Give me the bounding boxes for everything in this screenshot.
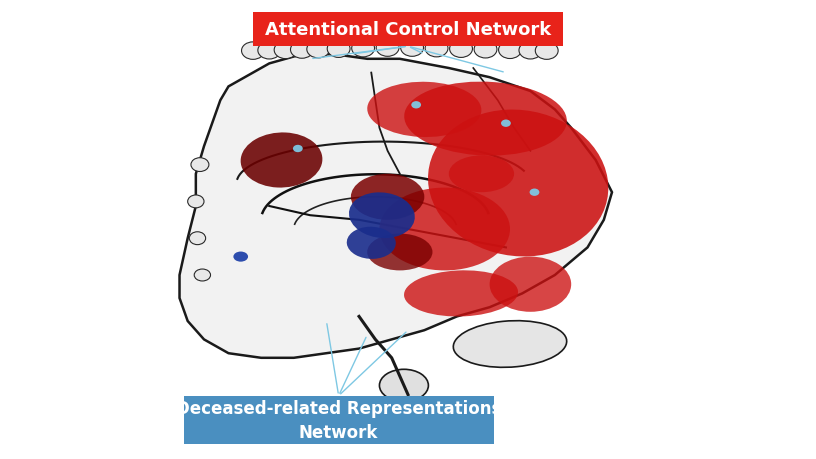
Ellipse shape <box>367 234 432 271</box>
Ellipse shape <box>530 189 539 196</box>
Ellipse shape <box>519 42 542 60</box>
Ellipse shape <box>404 271 518 317</box>
Ellipse shape <box>425 40 448 58</box>
Ellipse shape <box>404 83 567 156</box>
Ellipse shape <box>241 133 322 188</box>
Ellipse shape <box>428 110 608 257</box>
FancyBboxPatch shape <box>184 396 494 444</box>
Ellipse shape <box>367 83 481 138</box>
Ellipse shape <box>535 43 558 60</box>
Ellipse shape <box>233 252 248 262</box>
Ellipse shape <box>349 193 415 239</box>
Ellipse shape <box>411 102 421 109</box>
Ellipse shape <box>401 40 424 57</box>
Ellipse shape <box>188 196 204 208</box>
Ellipse shape <box>499 42 521 59</box>
Ellipse shape <box>274 42 297 60</box>
Ellipse shape <box>258 42 281 60</box>
Text: Deceased-related Representations
Network: Deceased-related Representations Network <box>176 399 501 441</box>
Ellipse shape <box>449 156 514 193</box>
Ellipse shape <box>347 227 396 259</box>
Ellipse shape <box>379 188 510 271</box>
Ellipse shape <box>454 321 566 368</box>
Ellipse shape <box>189 232 206 245</box>
Ellipse shape <box>194 269 211 281</box>
Ellipse shape <box>474 41 497 59</box>
Ellipse shape <box>191 158 209 172</box>
Ellipse shape <box>501 120 511 128</box>
Ellipse shape <box>352 40 375 58</box>
FancyBboxPatch shape <box>253 12 563 47</box>
Ellipse shape <box>307 41 330 59</box>
Ellipse shape <box>290 42 313 59</box>
Ellipse shape <box>242 43 264 60</box>
Ellipse shape <box>376 40 399 57</box>
Ellipse shape <box>293 146 303 153</box>
Ellipse shape <box>327 41 350 58</box>
Ellipse shape <box>379 369 428 402</box>
Ellipse shape <box>490 257 571 312</box>
Polygon shape <box>180 55 612 358</box>
Ellipse shape <box>351 174 424 220</box>
Text: Attentional Control Network: Attentional Control Network <box>265 21 551 39</box>
Ellipse shape <box>450 41 472 58</box>
